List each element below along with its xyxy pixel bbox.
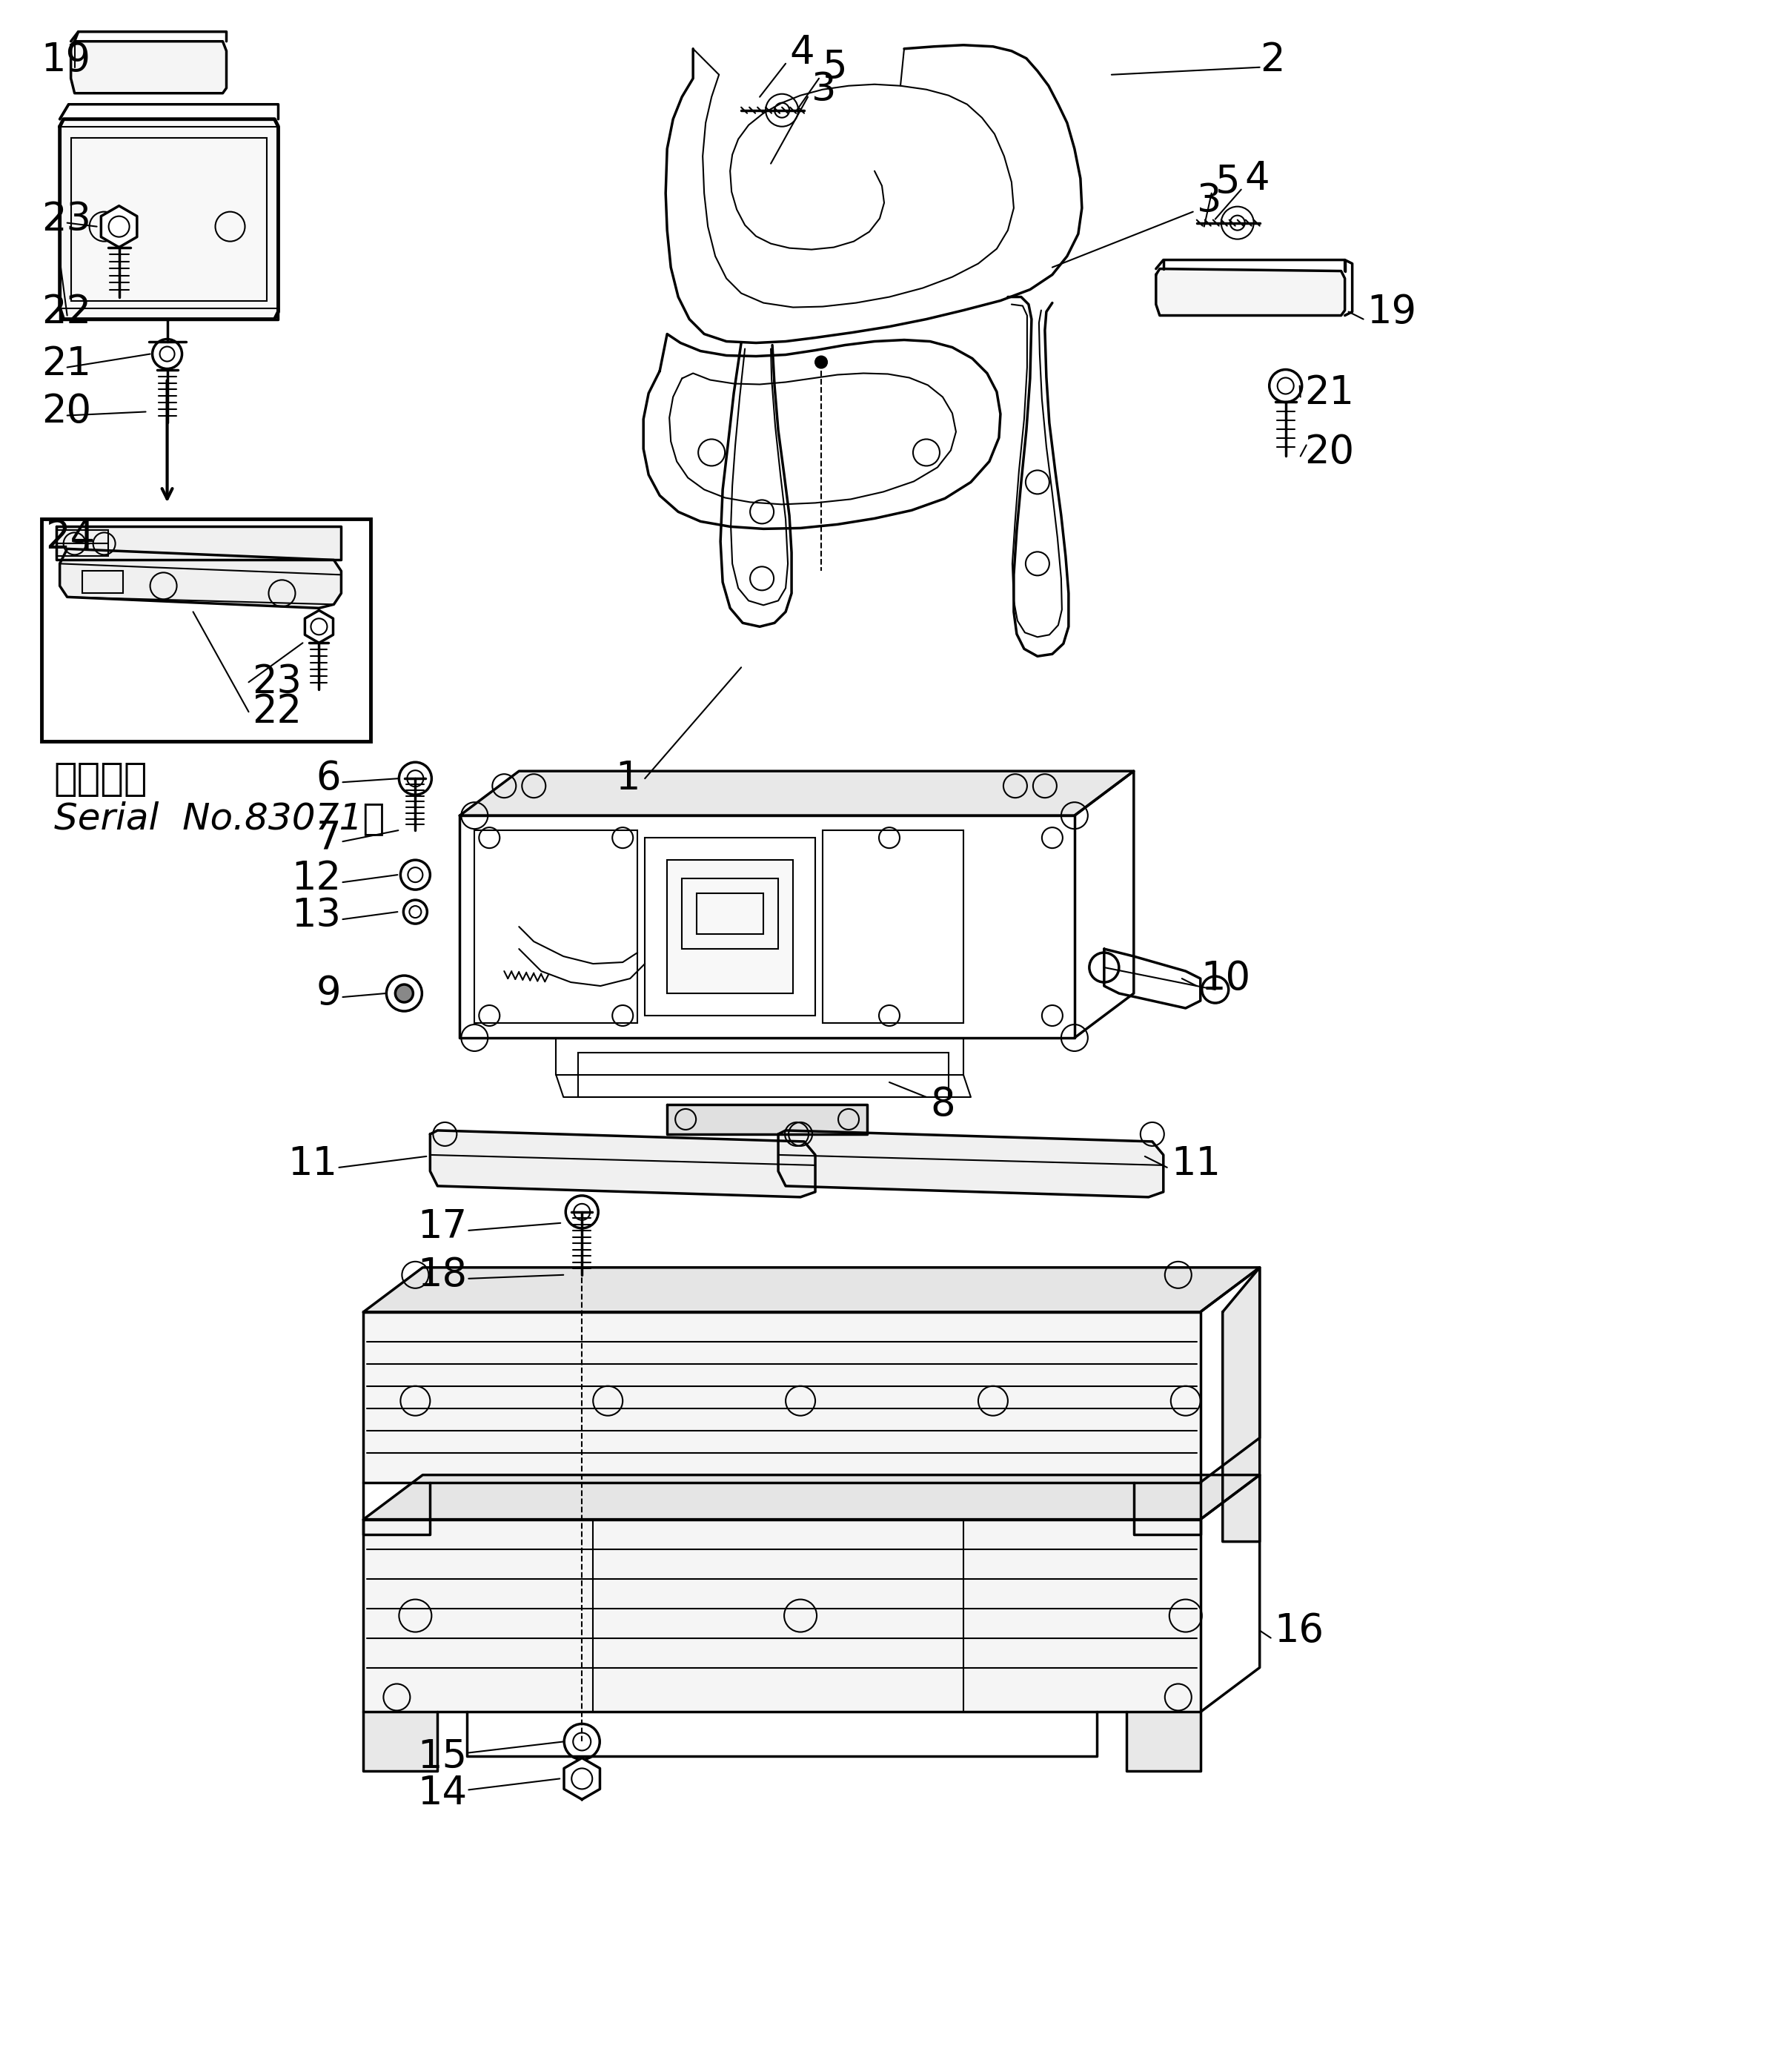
Bar (475, 831, 638, 1023)
Text: 18: 18 (418, 1256, 468, 1293)
Text: 14: 14 (418, 1775, 468, 1812)
Text: 2: 2 (1260, 41, 1285, 79)
Text: 5: 5 (1215, 163, 1240, 200)
Text: Serial  No.83071～: Serial No.83071～ (54, 802, 385, 837)
Polygon shape (364, 1519, 1201, 1713)
Text: 13: 13 (292, 897, 340, 934)
Bar (697, 893, 763, 934)
Text: 23: 23 (41, 200, 91, 238)
Polygon shape (1156, 269, 1344, 316)
Text: 21: 21 (41, 345, 91, 382)
Polygon shape (461, 771, 1134, 1037)
Text: 23: 23 (253, 663, 303, 702)
Polygon shape (778, 1130, 1163, 1196)
Text: 8: 8 (930, 1085, 955, 1124)
Polygon shape (59, 550, 340, 607)
Polygon shape (564, 1758, 600, 1799)
Text: 7: 7 (317, 818, 340, 857)
Text: 4: 4 (1245, 159, 1271, 198)
Polygon shape (72, 41, 226, 93)
Bar (579, 1054, 948, 1097)
Text: 22: 22 (253, 692, 303, 731)
Polygon shape (364, 1312, 1201, 1481)
Circle shape (396, 985, 414, 1002)
Bar (41, 519, 371, 742)
Text: 5: 5 (823, 48, 848, 87)
Polygon shape (430, 1130, 815, 1196)
Bar (72, 138, 267, 302)
Text: 12: 12 (292, 859, 340, 899)
Bar (82, 570, 122, 593)
Text: 16: 16 (1274, 1611, 1324, 1651)
Polygon shape (364, 1475, 1260, 1519)
Text: 20: 20 (41, 393, 91, 432)
Text: 10: 10 (1201, 959, 1251, 998)
Text: 適用号機: 適用号機 (54, 760, 147, 800)
Circle shape (815, 355, 828, 368)
Text: 15: 15 (418, 1738, 468, 1777)
Text: 11: 11 (1170, 1145, 1220, 1184)
Bar (56, 531, 108, 556)
Text: 19: 19 (1367, 293, 1417, 331)
Polygon shape (461, 771, 1134, 1037)
Text: 4: 4 (788, 33, 814, 72)
Text: 11: 11 (289, 1145, 337, 1184)
Text: 17: 17 (418, 1207, 468, 1246)
Polygon shape (364, 1266, 1260, 1312)
Text: 21: 21 (1305, 374, 1353, 413)
Bar (645, 839, 815, 1016)
Polygon shape (59, 120, 278, 318)
Polygon shape (100, 207, 136, 248)
Polygon shape (1222, 1266, 1260, 1541)
Text: 3: 3 (812, 70, 837, 109)
Text: 24: 24 (45, 519, 95, 558)
Text: 3: 3 (1197, 182, 1222, 219)
Text: 9: 9 (317, 973, 340, 1012)
Text: 20: 20 (1305, 434, 1355, 471)
Bar (683, 878, 778, 948)
Polygon shape (56, 527, 340, 560)
Text: 1: 1 (615, 758, 640, 797)
Text: 6: 6 (317, 758, 340, 797)
Polygon shape (667, 1105, 867, 1134)
Polygon shape (1127, 1713, 1201, 1771)
Text: 22: 22 (41, 293, 91, 331)
Bar (823, 831, 964, 1023)
Polygon shape (305, 609, 333, 643)
Polygon shape (461, 771, 1134, 816)
Polygon shape (364, 1713, 437, 1771)
Bar (667, 859, 794, 994)
Text: 19: 19 (41, 41, 91, 79)
